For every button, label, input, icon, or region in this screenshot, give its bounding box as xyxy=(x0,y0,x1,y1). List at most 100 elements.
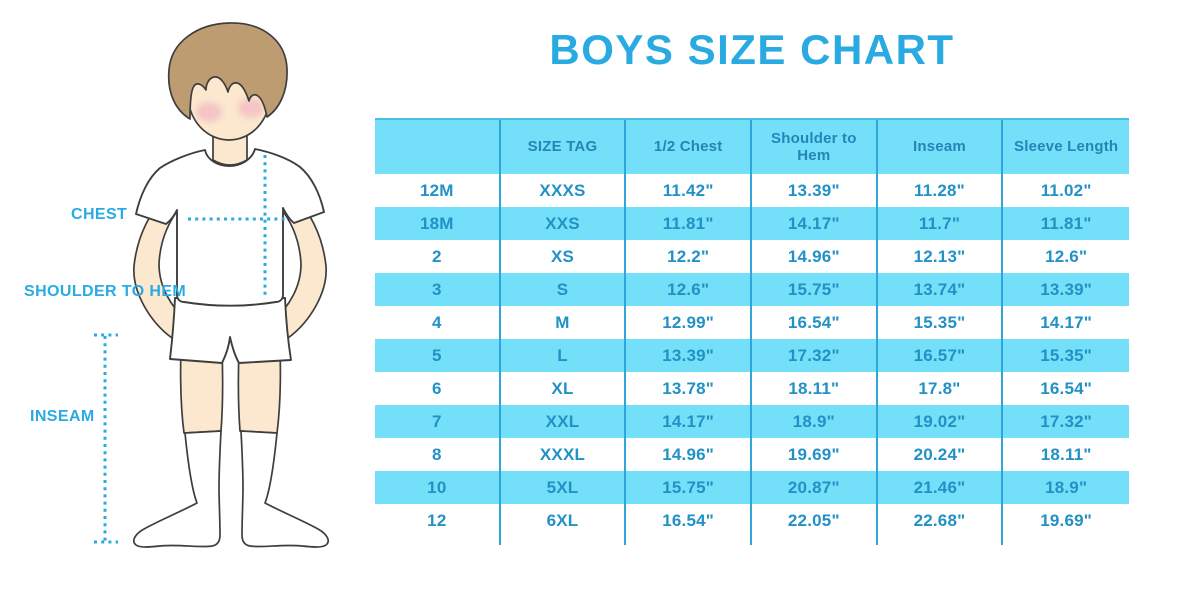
divider-extension xyxy=(501,537,627,545)
column-header: Shoulder to Hem xyxy=(752,120,878,174)
value-cell: XXS xyxy=(501,207,627,240)
value-cell: 11.02" xyxy=(1040,180,1092,200)
value-cell: 13.74" xyxy=(878,273,1004,306)
value-cell: 6XL xyxy=(501,504,627,537)
value-cell: XS xyxy=(501,240,627,273)
column-header: SIZE TAG xyxy=(501,120,627,174)
value-cell: 16.54" xyxy=(752,306,878,339)
boy-illustration xyxy=(94,22,329,548)
value-cell: 15.75" xyxy=(752,273,878,306)
t-shirt xyxy=(135,148,325,307)
column-header: Sleeve Length xyxy=(1014,138,1119,156)
value-cell: 20.87" xyxy=(752,471,878,504)
value-cell: 22.68" xyxy=(878,504,1004,537)
value-cell: 18.9" xyxy=(1045,477,1088,497)
size-table: SIZE TAG 1/2 Chest Shoulder to Hem Inseam Sl… xyxy=(375,118,1129,545)
value-cell: 14.96" xyxy=(752,240,878,273)
value-cell: 19.02" xyxy=(878,405,1004,438)
size-cell: 12 xyxy=(375,504,501,537)
value-cell: 15.35" xyxy=(878,306,1004,339)
value-cell: 20.24" xyxy=(878,438,1004,471)
hair xyxy=(167,22,288,120)
table-row: 12 6XL 16.54" 22.05" 22.68" 19.69" xyxy=(375,504,1129,537)
value-cell: 13.39" xyxy=(1040,279,1093,299)
value-cell: 11.81" xyxy=(1040,213,1092,233)
value-cell: 14.17" xyxy=(626,405,752,438)
table-row: 10 5XL 15.75" 20.87" 21.46" 18.9" xyxy=(375,471,1129,504)
value-cell: 11.28" xyxy=(878,174,1004,207)
value-cell: 17.8" xyxy=(878,372,1004,405)
value-cell: XXL xyxy=(501,405,627,438)
column-header: 1/2 Chest xyxy=(626,120,752,174)
left-sock xyxy=(133,430,222,548)
size-cell: 12M xyxy=(375,174,501,207)
value-cell: 21.46" xyxy=(878,471,1004,504)
value-cell: 18.11" xyxy=(1040,444,1092,464)
chest-label: CHEST xyxy=(71,206,128,223)
value-cell: L xyxy=(501,339,627,372)
divider-extension xyxy=(1003,537,1129,545)
table-row: 6 XL 13.78" 18.11" 17.8" 16.54" xyxy=(375,372,1129,405)
value-cell: 14.17" xyxy=(1040,312,1093,332)
size-cell: 5 xyxy=(375,339,501,372)
value-cell: 11.42" xyxy=(626,174,752,207)
value-cell: 13.78" xyxy=(626,372,752,405)
table-row: 12M XXXS 11.42" 13.39" 11.28" 11.02" xyxy=(375,174,1129,207)
value-cell: 17.32" xyxy=(752,339,878,372)
value-cell: 22.05" xyxy=(752,504,878,537)
value-cell: 15.75" xyxy=(626,471,752,504)
value-cell: XL xyxy=(501,372,627,405)
value-cell: 15.35" xyxy=(1040,345,1093,365)
size-cell: 3 xyxy=(375,273,501,306)
size-cell: 4 xyxy=(375,306,501,339)
inseam-label: INSEAM xyxy=(30,408,95,425)
size-cell: 6 xyxy=(375,372,501,405)
column-header: Inseam xyxy=(878,120,1004,174)
value-cell: M xyxy=(501,306,627,339)
divider-extension xyxy=(878,537,1004,545)
value-cell: 19.69" xyxy=(752,438,878,471)
right-sock xyxy=(240,430,329,548)
value-cell: 11.81" xyxy=(626,207,752,240)
value-cell: 18.9" xyxy=(752,405,878,438)
value-cell: 14.17" xyxy=(752,207,878,240)
page-title: BOYS SIZE CHART xyxy=(549,26,955,73)
divider-extension xyxy=(626,537,752,545)
value-cell: 12.2" xyxy=(626,240,752,273)
table-row: 2 XS 12.2" 14.96" 12.13" 12.6" xyxy=(375,240,1129,273)
value-cell: 16.57" xyxy=(878,339,1004,372)
value-cell: 14.96" xyxy=(626,438,752,471)
left-blush xyxy=(196,102,222,122)
size-cell: 7 xyxy=(375,405,501,438)
table-row: 3 S 12.6" 15.75" 13.74" 13.39" xyxy=(375,273,1129,306)
table-row: 7 XXL 14.17" 18.9" 19.02" 17.32" xyxy=(375,405,1129,438)
divider-extension xyxy=(752,537,878,545)
right-blush xyxy=(238,98,264,118)
table-row: 18M XXS 11.81" 14.17" 11.7" 11.81" xyxy=(375,207,1129,240)
shoulder-to-hem-label: SHOULDER TO HEM xyxy=(24,283,187,300)
size-cell: 2 xyxy=(375,240,501,273)
value-cell: 19.69" xyxy=(1040,510,1093,530)
value-cell: 12.13" xyxy=(878,240,1004,273)
value-cell: S xyxy=(501,273,627,306)
value-cell: 12.99" xyxy=(626,306,752,339)
size-cell: 8 xyxy=(375,438,501,471)
value-cell: 13.39" xyxy=(752,174,878,207)
value-cell: 5XL xyxy=(501,471,627,504)
divider-extension xyxy=(375,537,501,545)
value-cell: 13.39" xyxy=(626,339,752,372)
table-divider-tail xyxy=(375,537,1129,545)
value-cell: 12.6" xyxy=(626,273,752,306)
table-row: 5 L 13.39" 17.32" 16.57" 15.35" xyxy=(375,339,1129,372)
column-header xyxy=(375,120,501,174)
measurement-diagram: CHEST SHOULDER TO HEM INSEAM xyxy=(0,0,375,600)
value-cell: 17.32" xyxy=(1040,411,1093,431)
shorts xyxy=(169,297,292,364)
value-cell: XXXL xyxy=(501,438,627,471)
value-cell: 11.7" xyxy=(878,207,1004,240)
value-cell: 16.54" xyxy=(626,504,752,537)
table-row: 8 XXXL 14.96" 19.69" 20.24" 18.11" xyxy=(375,438,1129,471)
table-header-row: SIZE TAG 1/2 Chest Shoulder to Hem Inseam Sl… xyxy=(375,118,1129,174)
size-cell: 10 xyxy=(375,471,501,504)
